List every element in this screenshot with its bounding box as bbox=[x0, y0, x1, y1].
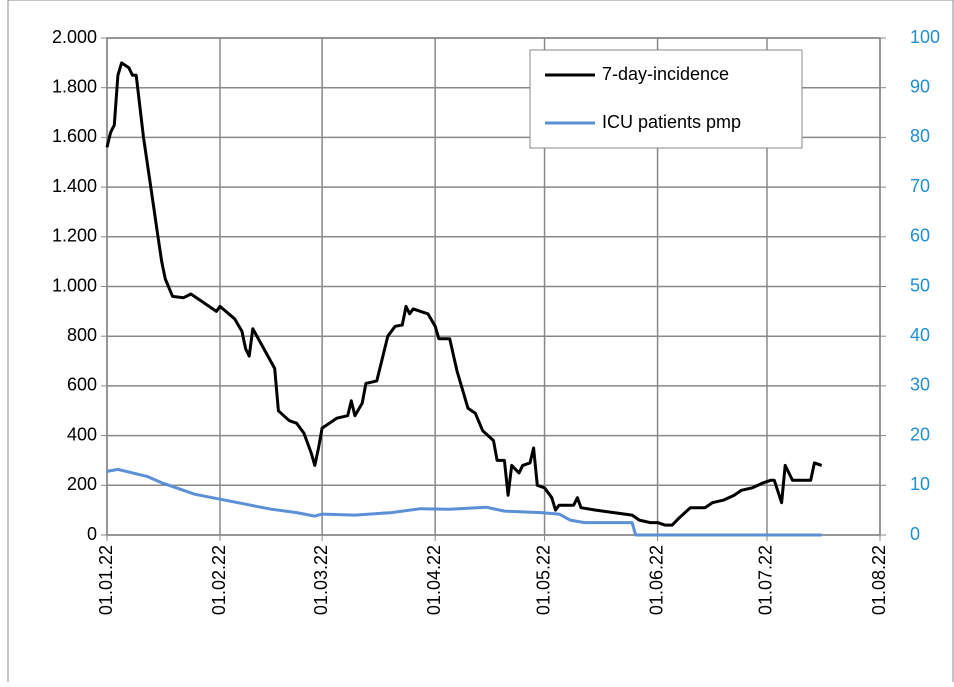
series-line bbox=[106, 467, 822, 537]
y2-tick-label: 10 bbox=[910, 474, 930, 494]
y2-tick-label: 50 bbox=[910, 275, 930, 295]
y-tick-label: 1.600 bbox=[52, 126, 97, 146]
y-tick-label: 0 bbox=[87, 524, 97, 544]
y2-tick-label: 90 bbox=[910, 76, 930, 96]
y-tick-label: 800 bbox=[67, 325, 97, 345]
y2-tick-label: 20 bbox=[910, 424, 930, 444]
y2-tick-label: 70 bbox=[910, 176, 930, 196]
y-tick-label: 1.400 bbox=[52, 176, 97, 196]
y-tick-label: 1.000 bbox=[52, 275, 97, 295]
x-tick-label: 01.08.22 bbox=[869, 545, 889, 615]
x-tick-label: 01.03.22 bbox=[311, 545, 331, 615]
chart-frame bbox=[7, 0, 954, 687]
y2-tick-label: 40 bbox=[910, 325, 930, 345]
y2-tick-label: 30 bbox=[910, 375, 930, 395]
y-tick-label: 600 bbox=[67, 375, 97, 395]
x-tick-label: 01.02.22 bbox=[209, 545, 229, 615]
y-tick-label: 400 bbox=[67, 424, 97, 444]
y2-tick-label: 0 bbox=[910, 524, 920, 544]
legend-box bbox=[529, 49, 803, 149]
x-tick-label: 01.05.22 bbox=[533, 545, 553, 615]
x-tick-label: 01.01.22 bbox=[96, 545, 116, 615]
x-tick-label: 01.04.22 bbox=[424, 545, 444, 615]
y2-tick-label: 100 bbox=[910, 27, 940, 47]
x-tick-label: 01.07.22 bbox=[756, 545, 776, 615]
plot-area bbox=[106, 37, 881, 536]
x-tick-label: 01.06.22 bbox=[646, 545, 666, 615]
series-line bbox=[105, 61, 823, 527]
y-tick-label: 1.800 bbox=[52, 76, 97, 96]
y2-tick-label: 60 bbox=[910, 226, 930, 246]
y2-tick-label: 80 bbox=[910, 126, 930, 146]
legend-label: 7-day-incidence bbox=[602, 64, 729, 84]
y-tick-label: 200 bbox=[67, 474, 97, 494]
legend-label: ICU patients pmp bbox=[602, 112, 741, 132]
y-tick-label: 1.200 bbox=[52, 226, 97, 246]
y-tick-label: 2.000 bbox=[52, 27, 97, 47]
